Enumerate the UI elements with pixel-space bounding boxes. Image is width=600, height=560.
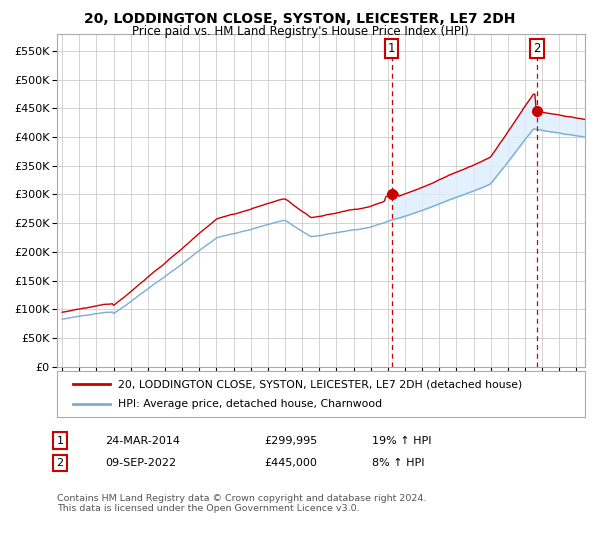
Text: 20, LODDINGTON CLOSE, SYSTON, LEICESTER, LE7 2DH: 20, LODDINGTON CLOSE, SYSTON, LEICESTER,… bbox=[85, 12, 515, 26]
Text: HPI: Average price, detached house, Charnwood: HPI: Average price, detached house, Char… bbox=[118, 399, 382, 409]
Text: Contains HM Land Registry data © Crown copyright and database right 2024.
This d: Contains HM Land Registry data © Crown c… bbox=[57, 494, 427, 514]
Text: 2: 2 bbox=[533, 42, 541, 55]
Text: 1: 1 bbox=[388, 42, 395, 55]
Text: £299,995: £299,995 bbox=[264, 436, 317, 446]
Text: Price paid vs. HM Land Registry's House Price Index (HPI): Price paid vs. HM Land Registry's House … bbox=[131, 25, 469, 38]
Text: 19% ↑ HPI: 19% ↑ HPI bbox=[372, 436, 431, 446]
Text: 1: 1 bbox=[56, 436, 64, 446]
Text: 2: 2 bbox=[56, 458, 64, 468]
Text: 20, LODDINGTON CLOSE, SYSTON, LEICESTER, LE7 2DH (detached house): 20, LODDINGTON CLOSE, SYSTON, LEICESTER,… bbox=[118, 379, 522, 389]
Text: 09-SEP-2022: 09-SEP-2022 bbox=[105, 458, 176, 468]
Text: 8% ↑ HPI: 8% ↑ HPI bbox=[372, 458, 425, 468]
Text: 24-MAR-2014: 24-MAR-2014 bbox=[105, 436, 180, 446]
Text: £445,000: £445,000 bbox=[264, 458, 317, 468]
